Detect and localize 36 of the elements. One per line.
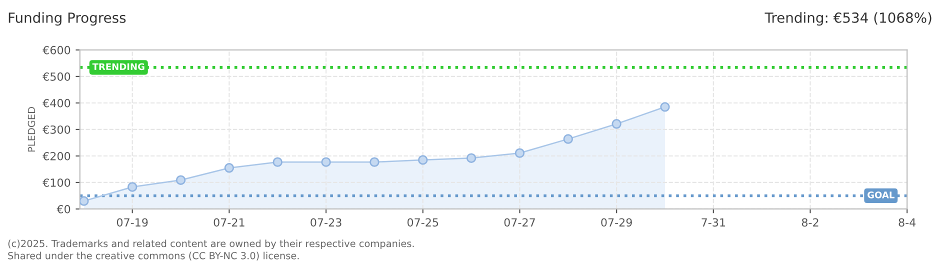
x-tick-label: 07-29	[601, 218, 632, 227]
x-tick-label: 8-4	[898, 218, 916, 227]
ref-line-label: TRENDING	[92, 63, 144, 70]
ref-line-label: GOAL	[868, 192, 894, 198]
y-tick-label: €200	[42, 152, 70, 160]
y-tick-label: €500	[42, 72, 70, 81]
point	[612, 119, 622, 129]
point	[466, 153, 476, 163]
point	[418, 155, 428, 165]
y-tick-label: €400	[42, 98, 70, 108]
point	[660, 102, 670, 112]
y-tick-label: €0	[56, 204, 70, 214]
point	[563, 134, 574, 144]
text: (c)2025. Trademarks and related content are owned by their respective companies.	[8, 240, 414, 250]
x-tick-label: 7-31	[702, 218, 725, 227]
point	[224, 163, 234, 173]
x-tick-label: 07-19	[116, 218, 148, 227]
y-axis-title: PLEDGED	[28, 107, 36, 152]
point	[80, 196, 89, 206]
x-tick-label: 07-25	[407, 218, 438, 227]
y-tick-label: €300	[42, 125, 70, 134]
point	[127, 182, 138, 192]
point	[321, 157, 331, 167]
chart-title: Funding Progress	[8, 12, 126, 26]
y-tick-label: €600	[42, 46, 70, 54]
text: Trending: €534 (1068%)	[764, 12, 932, 26]
point	[514, 148, 525, 158]
y-tick-label: €100	[42, 178, 70, 187]
x-tick-label: 07-21	[214, 218, 244, 227]
point	[272, 157, 282, 167]
text: Shared under the creative commons (CC BY-NC 3.0) license.	[8, 252, 299, 260]
x-tick-label: 07-23	[310, 218, 342, 227]
x-tick-label: 07-27	[504, 218, 535, 227]
point	[370, 157, 380, 167]
x-tick-label: 8-2	[802, 218, 818, 227]
point	[176, 175, 186, 185]
